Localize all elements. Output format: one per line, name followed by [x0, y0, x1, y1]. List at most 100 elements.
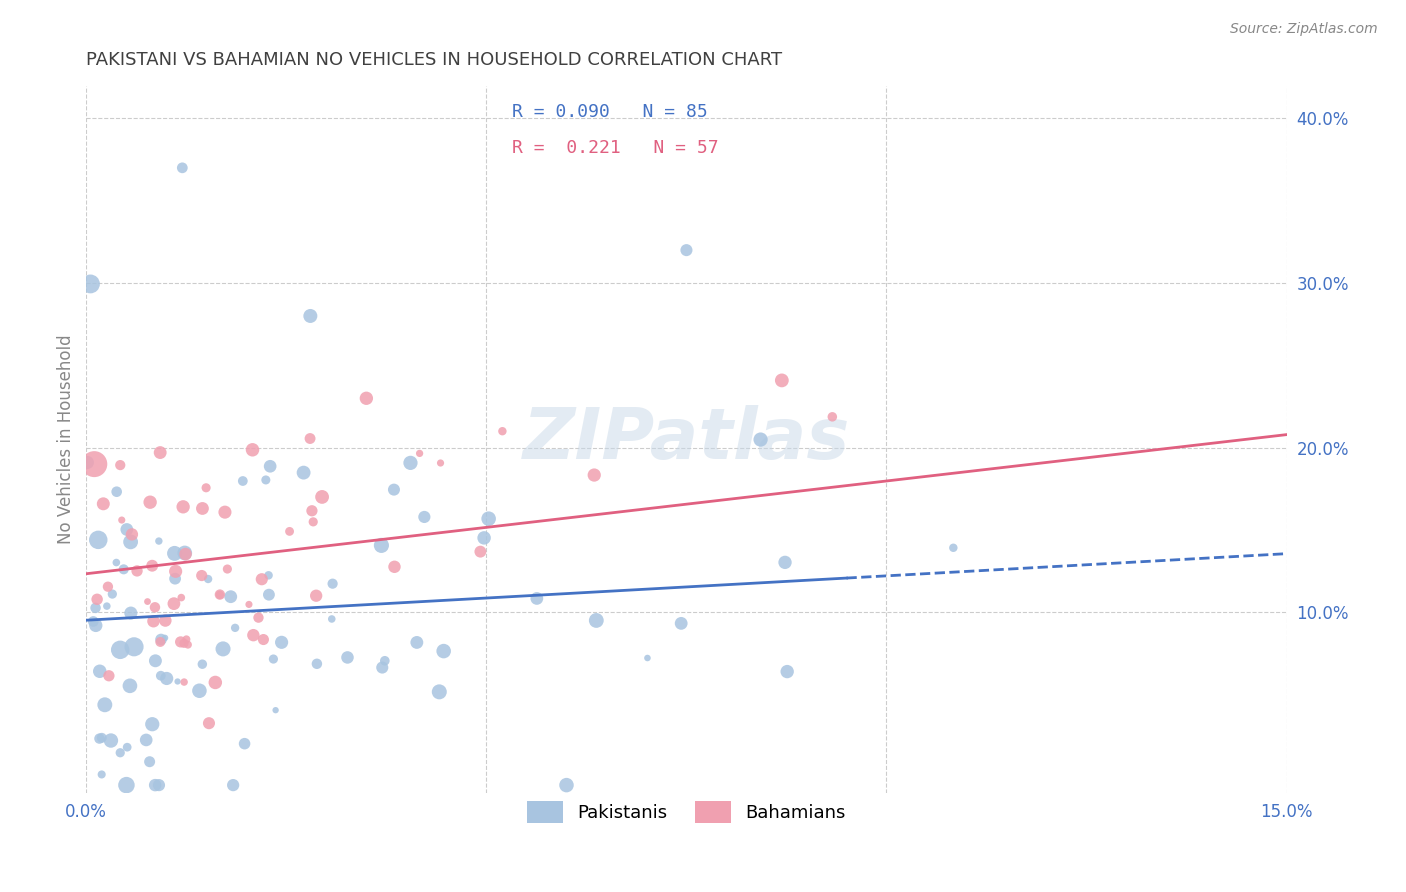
Pakistanis: [585, 614, 607, 628]
Pakistanis: [96, 599, 118, 613]
Pakistanis: [427, 685, 450, 699]
Pakistanis: [89, 731, 111, 746]
Pakistanis: [82, 615, 104, 629]
Bahamians: [311, 490, 333, 504]
Bahamians: [238, 598, 260, 612]
Pakistanis: [110, 746, 132, 760]
Pakistanis: [191, 657, 214, 672]
Bahamians: [125, 564, 148, 578]
Pakistanis: [669, 616, 692, 631]
Bahamians: [142, 614, 165, 628]
Text: PAKISTANI VS BAHAMIAN NO VEHICLES IN HOUSEHOLD CORRELATION CHART: PAKISTANI VS BAHAMIAN NO VEHICLES IN HOU…: [86, 51, 782, 69]
Pakistanis: [148, 778, 170, 792]
Pakistanis: [749, 433, 772, 447]
Pakistanis: [120, 534, 142, 549]
Bahamians: [155, 614, 177, 628]
Pakistanis: [138, 755, 160, 769]
Pakistanis: [222, 778, 245, 792]
Pakistanis: [166, 674, 188, 689]
Bahamians: [302, 515, 325, 529]
Pakistanis: [197, 572, 219, 586]
Bahamians: [190, 568, 212, 582]
Bahamians: [429, 456, 451, 470]
Bahamians: [97, 669, 120, 683]
Pakistanis: [233, 737, 256, 751]
Pakistanis: [105, 484, 128, 499]
Pakistanis: [110, 642, 132, 657]
Pakistanis: [636, 651, 658, 665]
Pakistanis: [942, 541, 965, 555]
Bahamians: [121, 527, 143, 541]
Pakistanis: [478, 511, 501, 525]
Pakistanis: [76, 455, 98, 469]
Pakistanis: [322, 576, 344, 591]
Pakistanis: [555, 778, 578, 792]
Pakistanis: [163, 546, 186, 560]
Bahamians: [173, 675, 195, 690]
Text: Source: ZipAtlas.com: Source: ZipAtlas.com: [1230, 22, 1378, 37]
Bahamians: [110, 458, 132, 472]
Bahamians: [176, 632, 198, 647]
Bahamians: [208, 588, 231, 602]
Bahamians: [139, 495, 162, 509]
Pakistanis: [262, 652, 284, 666]
Bahamians: [208, 588, 231, 602]
Bahamians: [169, 635, 191, 649]
Pakistanis: [399, 456, 422, 470]
Pakistanis: [413, 510, 436, 524]
Bahamians: [252, 632, 274, 647]
Bahamians: [141, 558, 163, 573]
Pakistanis: [153, 631, 176, 645]
Bahamians: [163, 597, 186, 611]
Bahamians: [91, 497, 114, 511]
Bahamians: [86, 592, 108, 607]
Bahamians: [278, 524, 301, 539]
Bahamians: [242, 628, 264, 642]
Bahamians: [177, 638, 200, 652]
Pakistanis: [219, 590, 242, 604]
Bahamians: [173, 636, 195, 650]
Pakistanis: [149, 669, 172, 683]
Bahamians: [143, 600, 166, 615]
Legend: Pakistanis, Bahamians: Pakistanis, Bahamians: [516, 790, 856, 834]
Bahamians: [165, 565, 187, 579]
Bahamians: [195, 481, 218, 495]
Pakistanis: [122, 640, 145, 654]
Pakistanis: [270, 635, 292, 649]
Bahamians: [83, 457, 105, 471]
Pakistanis: [405, 635, 427, 649]
Pakistanis: [84, 618, 107, 632]
Pakistanis: [305, 657, 328, 671]
Pakistanis: [257, 568, 280, 582]
Bahamians: [583, 468, 606, 483]
Bahamians: [301, 504, 323, 518]
Bahamians: [250, 572, 273, 586]
Bahamians: [111, 513, 134, 527]
Bahamians: [299, 432, 322, 446]
Pakistanis: [321, 612, 343, 626]
Pakistanis: [254, 473, 277, 487]
Pakistanis: [374, 654, 396, 668]
Bahamians: [305, 589, 328, 603]
Pakistanis: [89, 665, 111, 679]
Pakistanis: [156, 672, 179, 686]
Pakistanis: [115, 740, 138, 755]
Pakistanis: [371, 660, 394, 674]
Pakistanis: [526, 591, 548, 606]
Bahamians: [470, 544, 492, 558]
Pakistanis: [336, 650, 359, 665]
Pakistanis: [165, 572, 187, 586]
Bahamians: [821, 409, 844, 424]
Bahamians: [356, 391, 378, 405]
Pakistanis: [100, 733, 122, 747]
Bahamians: [170, 591, 193, 605]
Pakistanis: [112, 562, 135, 576]
Pakistanis: [370, 538, 392, 552]
Pakistanis: [472, 531, 495, 545]
Bahamians: [97, 580, 120, 594]
Pakistanis: [299, 309, 322, 323]
Pakistanis: [264, 703, 287, 717]
Bahamians: [204, 675, 226, 690]
Pakistanis: [675, 243, 697, 257]
Pakistanis: [115, 778, 138, 792]
